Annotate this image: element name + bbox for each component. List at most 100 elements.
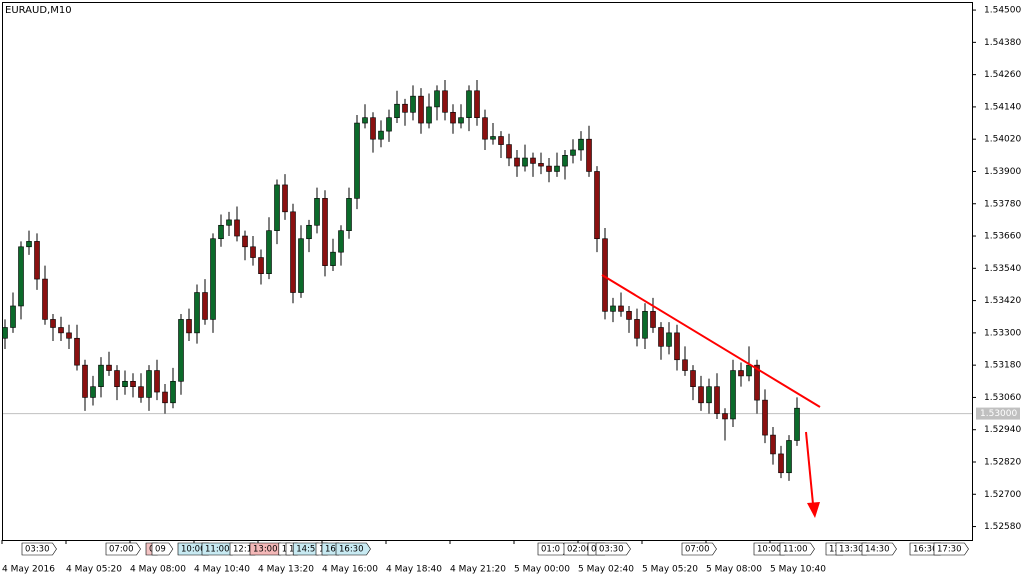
x-tick-label: 4 May 2016 <box>2 565 55 575</box>
candle-body <box>546 165 552 172</box>
candle-body <box>234 219 240 237</box>
candle-body <box>26 241 32 248</box>
candle-body <box>770 434 776 455</box>
event-flag <box>681 542 717 556</box>
trend-line <box>601 274 821 408</box>
candle-body <box>706 386 712 404</box>
candle-body <box>666 332 672 347</box>
candle-body <box>778 453 784 474</box>
y-tick-label: 1.54260 <box>984 70 1021 80</box>
candle-body <box>490 136 496 140</box>
candle-body <box>362 117 368 124</box>
candle-body <box>194 292 200 334</box>
event-label: 03:30 <box>599 545 624 555</box>
candle-body <box>42 278 48 320</box>
event-label: 10:00 <box>181 545 206 555</box>
plot-frame <box>2 2 973 541</box>
candle-body <box>674 332 680 361</box>
candle-body <box>82 364 88 398</box>
candle-body <box>434 90 440 108</box>
y-tick-label: 1.53900 <box>984 167 1021 177</box>
y-tick-label: 1.52700 <box>984 490 1021 500</box>
candle-body <box>466 90 472 118</box>
candle-body <box>786 440 792 474</box>
event-label: 13 <box>829 545 840 555</box>
y-tick-label: 1.52820 <box>984 457 1021 467</box>
price-label-box <box>976 407 1020 420</box>
candle-body <box>794 407 800 441</box>
x-tick-label: 4 May 18:40 <box>386 565 442 575</box>
event-label: 02:00 <box>567 545 592 555</box>
candle-body <box>442 90 448 113</box>
event-flag <box>933 542 969 556</box>
candle-body <box>330 251 336 266</box>
candle-body <box>274 184 280 231</box>
candle-body <box>762 399 768 436</box>
candle-body <box>746 364 752 377</box>
candle-body <box>698 386 704 404</box>
event-label: 14:30 <box>865 545 890 555</box>
arrow-shaft <box>805 431 814 505</box>
event-label: 03:30 <box>25 545 50 555</box>
candle-body <box>394 103 400 118</box>
candle-body <box>114 370 120 387</box>
event-flag <box>105 542 141 556</box>
y-tick-label: 1.53420 <box>984 296 1021 306</box>
candle-body <box>346 198 352 231</box>
x-tick-label: 4 May 21:20 <box>450 565 506 575</box>
candle-body <box>130 380 136 387</box>
x-tick-label: 5 May 00:00 <box>514 565 570 575</box>
x-tick-label: 5 May 05:20 <box>642 565 698 575</box>
candle-body <box>138 386 144 398</box>
event-label: 1 <box>282 545 287 555</box>
y-tick-label: 1.54020 <box>984 135 1021 145</box>
event-label: 13:00 <box>253 545 278 555</box>
candle-body <box>474 90 480 118</box>
y-tick-label: 1.54140 <box>984 102 1021 112</box>
chart-title: EURAUD,M10 <box>5 5 72 16</box>
candle-body <box>2 327 8 339</box>
candle-body <box>34 241 40 280</box>
candle-body <box>122 380 128 387</box>
candle-body <box>522 157 528 167</box>
candle-body <box>714 386 720 414</box>
event-label: 07:00 <box>109 545 134 555</box>
x-tick-label: 5 May 02:40 <box>578 565 634 575</box>
y-tick-label: 1.54380 <box>984 38 1021 48</box>
x-tick-label: 4 May 08:00 <box>130 565 186 575</box>
candle-body <box>730 370 736 420</box>
y-tick-label: 1.52580 <box>984 522 1021 532</box>
event-label: 12:1 <box>233 545 252 555</box>
candle-body <box>50 319 56 328</box>
event-flag <box>335 542 371 556</box>
candle-body <box>570 149 576 156</box>
candle-body <box>202 292 208 320</box>
candle-body <box>10 305 16 328</box>
candle-body <box>66 332 72 339</box>
y-tick-label: 1.53060 <box>984 393 1021 403</box>
candle-body <box>530 157 536 164</box>
candle-body <box>514 157 520 167</box>
candle-body <box>210 238 216 320</box>
candle-body <box>690 370 696 387</box>
candle-body <box>618 305 624 312</box>
x-tick-label: 5 May 08:00 <box>706 565 762 575</box>
event-label: 16:30 <box>339 545 364 555</box>
event-label: 16:30 <box>913 545 938 555</box>
candle-body <box>250 246 256 258</box>
candle-body <box>418 95 424 124</box>
x-tick-label: 5 May 10:40 <box>770 565 826 575</box>
candle-body <box>186 319 192 334</box>
event-label: 10:00 <box>757 545 782 555</box>
candle-body <box>90 386 96 398</box>
event-label: 07:00 <box>685 545 710 555</box>
candle-body <box>738 370 744 377</box>
candle-body <box>578 138 584 151</box>
x-tick-label: 4 May 05:20 <box>66 565 122 575</box>
candle-body <box>242 235 248 248</box>
event-label: 14:5 <box>296 545 315 555</box>
y-tick-label: 1.53780 <box>984 199 1021 209</box>
x-tick-label: 4 May 16:00 <box>322 565 378 575</box>
y-tick-label: 1.52940 <box>984 425 1021 435</box>
candle-body <box>146 370 152 398</box>
